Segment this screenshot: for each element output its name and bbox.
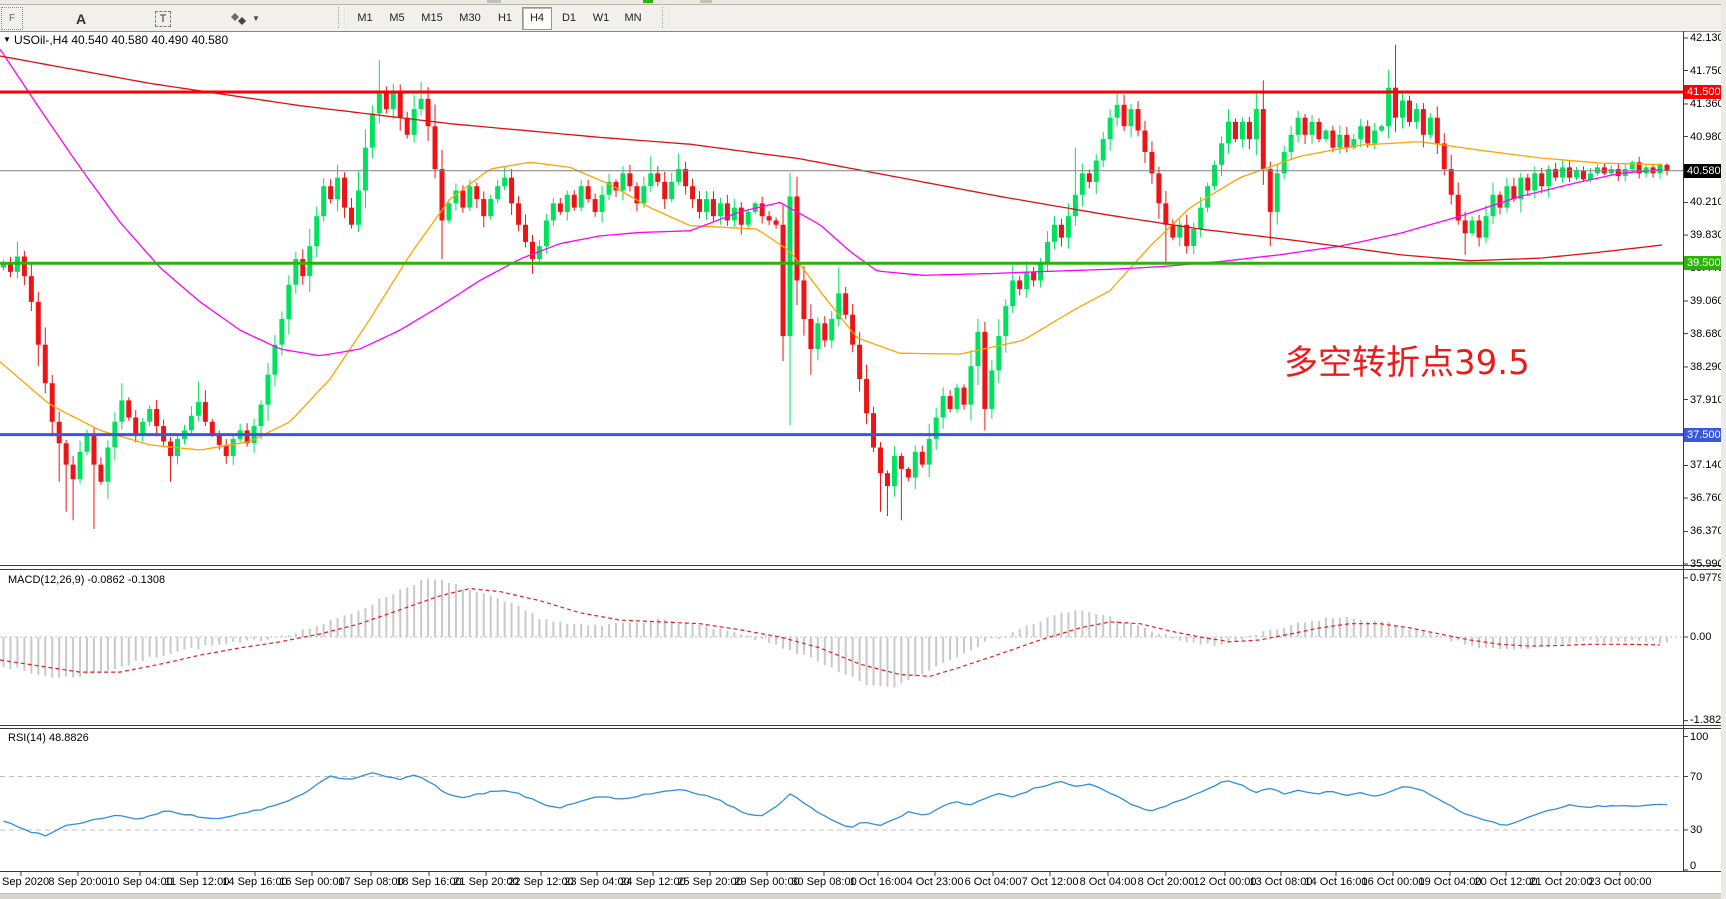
timeframe-button-D1[interactable]: D1 — [561, 12, 577, 24]
time-axis-label: 4 Oct 23:00 — [906, 876, 964, 888]
macd-tick-label: 0.00 — [1690, 631, 1712, 643]
time-axis-label: 16 Sep 00:00 — [279, 876, 345, 888]
text-annotation[interactable]: 多空转折点39.5 — [1284, 343, 1530, 383]
timeframe-button-H4[interactable]: H4 — [522, 7, 552, 30]
window-right-edge — [1721, 0, 1726, 899]
time-axis-label: 20 Oct 12:00 — [1474, 876, 1538, 888]
time-axis-label: 17 Sep 08:00 — [338, 876, 404, 888]
rsi-indicator-label: RSI(14) 48.8826 — [8, 732, 89, 744]
price-tick-label: 38.680 — [1690, 327, 1724, 340]
rsi-tick-label: 0 — [1690, 860, 1697, 872]
macd-histogram — [2, 578, 1668, 688]
time-axis-label: 1 Oct 16:00 — [849, 876, 907, 888]
price-label-37.500: 37.500 — [1684, 427, 1726, 442]
clipped-tool-icon[interactable]: F — [1, 7, 23, 30]
time-axis-label: 8 Oct 04:00 — [1079, 876, 1137, 888]
price-tick-label: 36.760 — [1690, 492, 1724, 505]
price-label-41.500: 41.500 — [1684, 84, 1726, 99]
time-axis-label: 6 Oct 04:00 — [964, 876, 1022, 888]
timeframe-button-M15[interactable]: M15 — [421, 12, 443, 24]
rsi-tick-label: 100 — [1690, 730, 1709, 743]
timeframe-button-MN[interactable]: MN — [624, 12, 642, 24]
rsi-panel — [0, 772, 1683, 837]
timeframe-button-M1[interactable]: M1 — [357, 12, 373, 24]
price-tick-label: 37.910 — [1690, 393, 1724, 406]
candlestick-series — [1, 44, 1670, 529]
time-axis-label: 24 Sep 12:00 — [620, 876, 686, 888]
price-tick-label: 42.130 — [1690, 32, 1724, 44]
timeframe-button-M5[interactable]: M5 — [389, 12, 405, 24]
time-axis-label: 7 Oct 12:00 — [1021, 876, 1079, 888]
time-axis-label: 8 Oct 20:00 — [1137, 876, 1195, 888]
time-axis-label: 19 Oct 04:00 — [1418, 876, 1482, 888]
text-label-tool-button[interactable]: A — [75, 10, 87, 27]
timeframe-button-W1[interactable]: W1 — [592, 12, 610, 24]
time-axis-label: 10 Sep 04:00 — [107, 876, 173, 888]
time-axis-label: 29 Sep 00:00 — [734, 876, 800, 888]
time-axis-label: 13 Oct 08:00 — [1249, 876, 1313, 888]
price-tick-label: 38.290 — [1690, 360, 1724, 373]
text-box-icon: T — [154, 10, 172, 27]
price-tick-label: 40.980 — [1690, 130, 1724, 143]
price-label-40.580: 40.580 — [1684, 163, 1726, 178]
chart-menu-arrow-icon[interactable]: ▼ — [3, 35, 11, 44]
time-axis-label: 14 Oct 16:00 — [1304, 876, 1368, 888]
time-axis-label: 18 Sep 16:00 — [396, 876, 462, 888]
time-axis-label: 23 Sep 04:00 — [564, 876, 630, 888]
time-axis-label: 16 Oct 00:00 — [1361, 876, 1425, 888]
rsi-tick-label: 30 — [1690, 823, 1703, 836]
price-label-39.500: 39.500 — [1684, 256, 1726, 271]
clipped-upper-toolbar — [0, 0, 1726, 5]
chart-title: USOil-,H4 40.540 40.580 40.490 40.580 — [14, 33, 229, 47]
time-axis-label: 22 Sep 12:00 — [508, 876, 574, 888]
time-axis-label: 12 Oct 00:00 — [1193, 876, 1257, 888]
time-axis-label: 14 Sep 16:00 — [222, 876, 288, 888]
rsi-line — [3, 772, 1668, 837]
window-bottom-edge — [0, 893, 1726, 899]
time-axis-label: 8 Sep 20:00 — [48, 876, 108, 888]
price-tick-label: 39.060 — [1690, 295, 1724, 307]
macd-panel — [0, 578, 1683, 688]
time-axis-label: 21 Sep 20:00 — [453, 876, 519, 888]
chevron-down-icon: ▼ — [252, 14, 260, 23]
draw-objects-button[interactable]: ▼ — [220, 7, 270, 30]
time-axis-label: 30 Sep 08:00 — [791, 876, 857, 888]
text-box-tool-button[interactable]: T — [148, 7, 178, 30]
time-axis-label: 25 Sep 20:00 — [677, 876, 743, 888]
time-axis-label: 23 Oct 00:00 — [1588, 876, 1652, 888]
shapes-icon — [231, 12, 247, 25]
price-tick-label: 35.990 — [1690, 558, 1724, 570]
price-tick-label: 41.750 — [1690, 64, 1724, 77]
time-axis-label: 7 Sep 2020 — [0, 876, 50, 888]
time-axis-label: 21 Oct 20:00 — [1529, 876, 1593, 888]
price-tick-label: 36.370 — [1690, 525, 1724, 538]
toolbar-separator — [662, 7, 669, 28]
horizontal-level-lines — [0, 90, 1683, 437]
price-tick-label: 40.210 — [1690, 196, 1724, 209]
rsi-tick-label: 70 — [1690, 770, 1703, 783]
timeframe-button-M30[interactable]: M30 — [459, 12, 481, 24]
toolbar: F A T ▼ M1 M5 M15 M30 H1 H4 D1 W1 MN — [0, 5, 1726, 32]
price-tick-label: 41.360 — [1690, 97, 1724, 110]
time-axis-label: 11 Sep 12:00 — [164, 876, 230, 888]
macd-tick-label: 0.9779 — [1690, 571, 1724, 584]
timeframe-button-H1[interactable]: H1 — [497, 12, 513, 24]
price-tick-label: 39.830 — [1690, 229, 1724, 242]
macd-tick-label: -1.382 — [1690, 714, 1722, 726]
panel-borders — [0, 31, 1726, 876]
main-price-panel — [0, 44, 1683, 529]
macd-signal-line — [0, 587, 1661, 677]
toolbar-separator — [338, 7, 345, 28]
price-tick-label: 37.140 — [1690, 459, 1724, 472]
macd-indicator-label: MACD(12,26,9) -0.0862 -0.1308 — [8, 574, 166, 586]
